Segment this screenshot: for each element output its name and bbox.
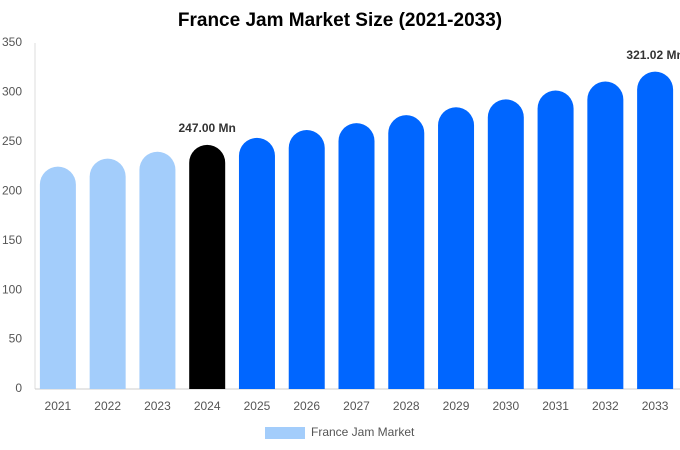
- value-label: 247.00 Mn: [179, 121, 236, 135]
- y-tick-label: 200: [2, 183, 22, 197]
- bar: [39, 166, 76, 389]
- y-tick-label: 100: [2, 282, 22, 296]
- bar: [637, 71, 674, 389]
- bar: [537, 90, 574, 390]
- x-tick-label: 2023: [144, 399, 171, 413]
- y-tick-label: 350: [2, 35, 22, 49]
- bar: [288, 129, 325, 389]
- bar: [89, 158, 126, 389]
- value-label: 321.02 Mn: [626, 48, 680, 62]
- y-tick-label: 0: [15, 381, 22, 395]
- legend-swatch: [265, 427, 305, 439]
- bar: [487, 99, 524, 389]
- bar: [189, 144, 226, 389]
- bar: [338, 123, 375, 389]
- bar: [238, 137, 275, 389]
- bar: [587, 81, 624, 389]
- bar: [438, 107, 475, 389]
- legend-label: France Jam Market: [311, 425, 415, 439]
- x-tick-label: 2024: [194, 399, 221, 413]
- x-tick-label: 2033: [642, 399, 669, 413]
- x-tick-label: 2028: [393, 399, 420, 413]
- x-tick-label: 2022: [94, 399, 121, 413]
- x-tick-label: 2026: [293, 399, 320, 413]
- y-tick-label: 300: [2, 85, 22, 99]
- x-tick-label: 2032: [592, 399, 619, 413]
- y-tick-label: 50: [9, 332, 23, 346]
- chart-title: France Jam Market Size (2021-2033): [178, 10, 502, 31]
- y-tick-label: 150: [2, 233, 22, 247]
- x-tick-label: 2021: [45, 399, 72, 413]
- x-tick-label: 2027: [343, 399, 370, 413]
- x-tick-label: 2029: [443, 399, 470, 413]
- x-tick-label: 2030: [492, 399, 519, 413]
- bar: [388, 115, 425, 389]
- x-tick-label: 2031: [542, 399, 569, 413]
- bar: [139, 151, 176, 389]
- x-tick-label: 2025: [244, 399, 271, 413]
- y-tick-label: 250: [2, 134, 22, 148]
